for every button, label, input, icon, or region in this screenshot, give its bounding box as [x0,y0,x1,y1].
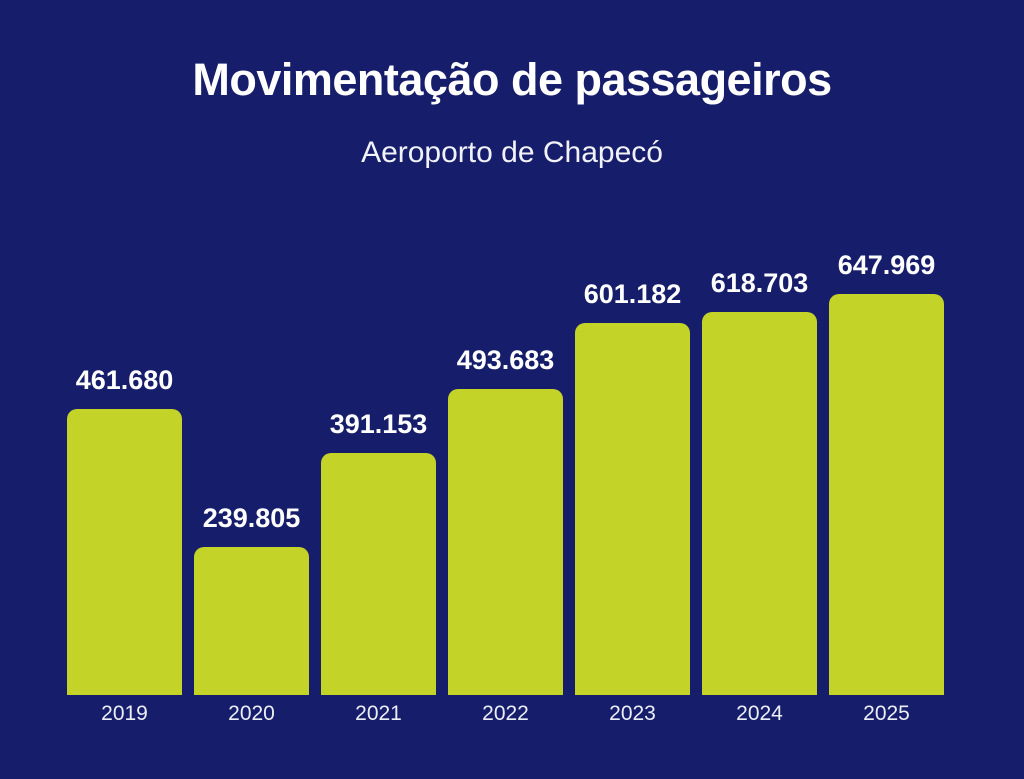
x-tick-label: 2019 [101,702,148,725]
chart-title: Movimentação de passageiros [192,54,832,105]
bar-2023 [575,323,690,695]
x-tick-label: 2024 [736,702,783,725]
value-label: 618.703 [710,268,809,298]
value-label: 647.969 [837,250,936,280]
bar-column-2020: 239.805 [194,503,309,695]
bar-column-2019: 461.680 [67,365,182,695]
bar-chart-plot-area: 461.680 239.805 391.153 493.683 601.182 618.7… [67,0,944,695]
bar-2021 [321,453,436,695]
bar-column-2024: 618.703 [702,268,817,695]
x-tick-label: 2020 [228,702,275,725]
x-tick-label: 2025 [863,702,910,725]
x-tick-label: 2022 [482,702,529,725]
bar-2022 [448,389,563,695]
bar-2024 [702,312,817,695]
x-axis-labels: 2019 2020 2021 2022 2023 2024 2025 [67,702,944,726]
chart-subtitle: Aeroporto de Chapecó [361,136,663,169]
value-label: 493.683 [456,345,555,375]
bar-column-2023: 601.182 [575,279,690,695]
value-label: 239.805 [202,503,301,533]
value-label: 391.153 [329,409,428,439]
bar-2019 [67,409,182,695]
value-label: 461.680 [75,365,174,395]
x-tick-label: 2023 [609,702,656,725]
bar-column-2025: 647.969 [829,250,944,695]
bar-2020 [194,547,309,695]
bar-2025 [829,294,944,695]
x-tick-label: 2021 [355,702,402,725]
bar-column-2022: 493.683 [448,345,563,695]
value-label: 601.182 [583,279,682,309]
bar-column-2021: 391.153 [321,409,436,695]
